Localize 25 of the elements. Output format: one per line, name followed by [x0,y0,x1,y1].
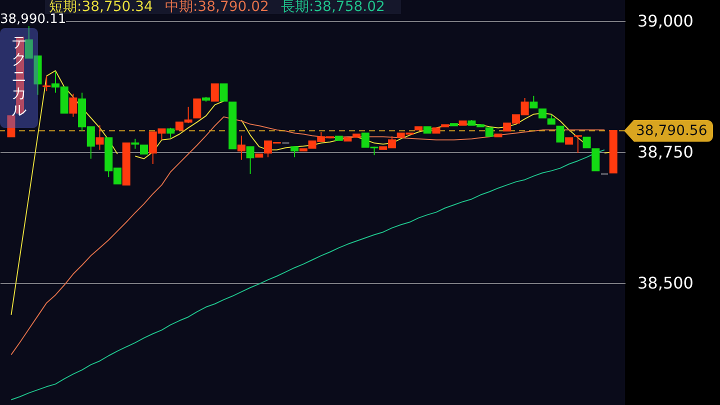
candlestick [7,115,16,138]
y-tick-label: 38,750 [638,142,694,162]
candlestick [246,146,254,174]
annotation: 38,990.11 [0,12,66,27]
y-tick-label: 39,000 [638,11,694,30]
candlestick [210,83,219,102]
ref-line-label: 38,790.56 [624,120,714,142]
candlestick [42,75,51,92]
candlestick [592,148,600,172]
candlestick [166,127,175,138]
candlestick [220,83,228,102]
candlestick [547,114,556,125]
candlestick [290,146,299,158]
candlestick [69,93,78,118]
y-tick-label: 38,500 [638,273,694,292]
candlestick [574,135,582,154]
candlestick [193,98,202,118]
line-series [10,149,606,400]
candlestick [96,124,104,150]
candlestick [582,136,591,148]
candlestick [237,135,246,160]
candlestick [131,138,140,150]
candlestick [530,95,538,108]
line-series [10,116,606,356]
candlestick [556,126,564,142]
